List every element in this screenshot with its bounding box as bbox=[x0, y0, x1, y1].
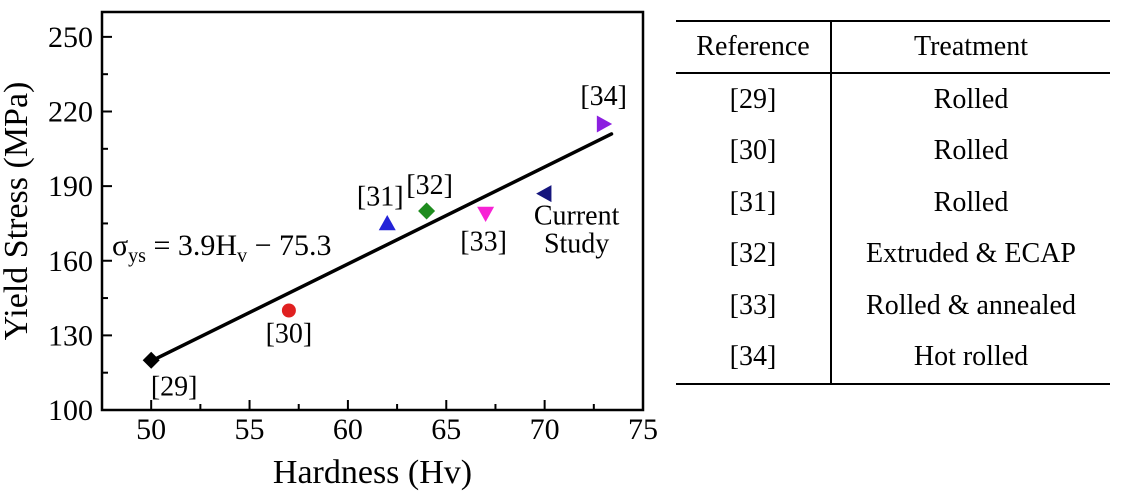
table-header-row: Reference Treatment bbox=[676, 21, 1110, 74]
reference-cell: [33] bbox=[676, 280, 832, 332]
reference-table: Reference Treatment [29] Rolled [30] Rolled… bbox=[676, 20, 1110, 385]
x-axis-title: Hardness (Hv) bbox=[273, 454, 472, 491]
fit-equation: σys = 3.9Hv − 75.3 bbox=[112, 229, 331, 267]
data-point-label-33: [33] bbox=[460, 226, 507, 257]
table-row: [29] Rolled bbox=[676, 73, 1110, 126]
data-point-label-31: [31] bbox=[357, 181, 404, 212]
data-point-label-32: [32] bbox=[406, 170, 453, 201]
data-point-34 bbox=[596, 115, 613, 133]
x-tick-label: 70 bbox=[530, 413, 560, 446]
data-point-label-34: [34] bbox=[580, 81, 627, 112]
x-tick-label: 60 bbox=[333, 413, 363, 446]
y-axis-title: Yield Stress (MPa) bbox=[0, 82, 35, 341]
table-row: [34] Hot rolled bbox=[676, 331, 1110, 384]
plot-frame bbox=[100, 10, 645, 412]
data-point-label-30: [30] bbox=[266, 319, 313, 350]
data-point-label-current-study: Study bbox=[544, 229, 609, 260]
table-row: [31] Rolled bbox=[676, 177, 1110, 229]
data-point-32 bbox=[418, 202, 436, 220]
table-header-reference: Reference bbox=[676, 21, 832, 74]
reference-cell: [34] bbox=[676, 331, 832, 384]
y-tick-label: 100 bbox=[48, 394, 93, 427]
table-row: [33] Rolled & annealed bbox=[676, 280, 1110, 332]
data-point-current-study bbox=[536, 185, 552, 203]
y-tick-label: 220 bbox=[48, 96, 93, 129]
x-tick-label: 65 bbox=[431, 413, 461, 446]
y-tick-label: 250 bbox=[48, 21, 93, 54]
fit-line bbox=[151, 132, 614, 362]
y-tick-label: 130 bbox=[48, 319, 93, 352]
y-tick-label: 190 bbox=[48, 170, 93, 203]
treatment-cell: Hot rolled bbox=[913, 341, 1029, 373]
reference-cell: [31] bbox=[676, 177, 832, 229]
reference-cell: [29] bbox=[676, 73, 832, 126]
table-row: [30] Rolled bbox=[676, 125, 1110, 177]
treatment-cell: Rolled bbox=[933, 135, 1009, 167]
data-point-30 bbox=[281, 303, 296, 318]
y-tick-label: 160 bbox=[48, 245, 93, 278]
treatment-cell: Extruded & ECAP bbox=[866, 238, 1076, 270]
reference-cell: [32] bbox=[676, 228, 832, 280]
data-point-31 bbox=[378, 214, 396, 231]
table-header-treatment: Treatment bbox=[831, 21, 1110, 74]
treatment-cell: Rolled bbox=[933, 83, 1009, 115]
treatment-cell: Rolled & annealed bbox=[866, 289, 1076, 321]
x-tick-label: 50 bbox=[136, 413, 166, 446]
x-tick-label: 55 bbox=[235, 413, 265, 446]
data-point-label-current-study: Current bbox=[534, 201, 620, 232]
treatment-cell: Rolled bbox=[933, 186, 1009, 218]
table-row: [32] Extruded & ECAP bbox=[676, 228, 1110, 280]
reference-cell: [30] bbox=[676, 125, 832, 177]
data-point-33 bbox=[477, 206, 495, 222]
scatter-chart: 50 55 60 65 70 75 100 130 160 190 220 250 Hardness (… bbox=[0, 10, 658, 491]
data-point-29 bbox=[142, 351, 160, 369]
data-point-label-29: [29] bbox=[151, 371, 198, 402]
x-tick-label: 75 bbox=[628, 413, 658, 446]
reference-treatment-table: Reference Treatment [29] Rolled [30] Rolled… bbox=[676, 20, 1110, 385]
